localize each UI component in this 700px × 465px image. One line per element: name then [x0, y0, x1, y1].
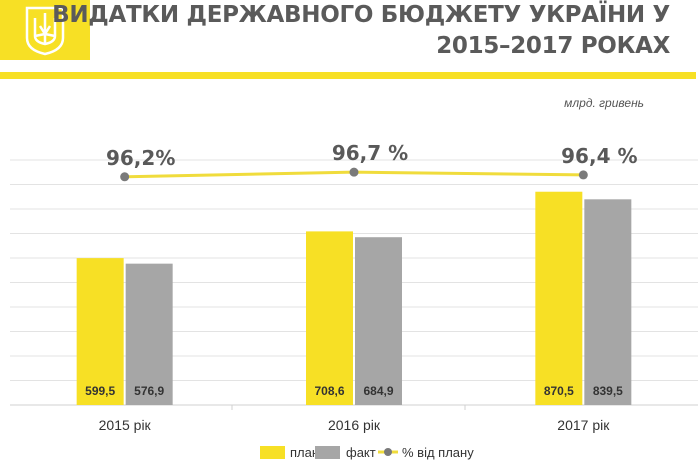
legend-marker-percent [384, 448, 392, 456]
legend-label-percent: % від плану [402, 445, 474, 460]
bar-fact-0 [125, 263, 173, 405]
bar-fact-1 [355, 237, 402, 405]
trident-icon [25, 6, 65, 56]
title-line-1: ВИДАТКИ ДЕРЖАВНОГО БЮДЖЕТУ УКРАЇНИ У [52, 2, 670, 28]
page-title: ВИДАТКИ ДЕРЖАВНОГО БЮДЖЕТУ УКРАЇНИ У 201… [52, 0, 670, 62]
bar-plan-1 [306, 231, 353, 405]
logo [0, 0, 90, 60]
bar-plan-2 [535, 191, 583, 405]
legend-label-fact: факт [346, 445, 376, 460]
bar-value-label: 839,5 [593, 384, 623, 398]
bar-value-label: 870,5 [544, 384, 574, 398]
bar-plan-0 [76, 258, 124, 405]
percent-marker [120, 172, 130, 182]
bar-value-label: 708,6 [314, 384, 344, 398]
percent-marker [578, 170, 588, 180]
category-label: 2015 рік [99, 417, 152, 433]
percent-label: 96,2% [106, 146, 175, 170]
unit-label: млрд. гривень [564, 96, 644, 110]
legend-label-plan: план [290, 445, 319, 460]
title-line-2: 2015–2017 РОКАХ [436, 33, 670, 59]
title-underline [0, 72, 696, 79]
percent-marker [349, 167, 359, 177]
bar-fact-2 [584, 199, 632, 405]
bar-value-label: 599,5 [85, 384, 115, 398]
legend-swatch-plan [260, 446, 285, 459]
bar-value-label: 684,9 [363, 384, 393, 398]
bar-value-label: 576,9 [134, 384, 164, 398]
legend-swatch-fact [315, 446, 340, 459]
category-label: 2016 рік [328, 417, 381, 433]
percent-label: 96,7 % [332, 141, 408, 165]
percent-label: 96,4 % [561, 144, 637, 168]
category-label: 2017 рік [557, 417, 610, 433]
